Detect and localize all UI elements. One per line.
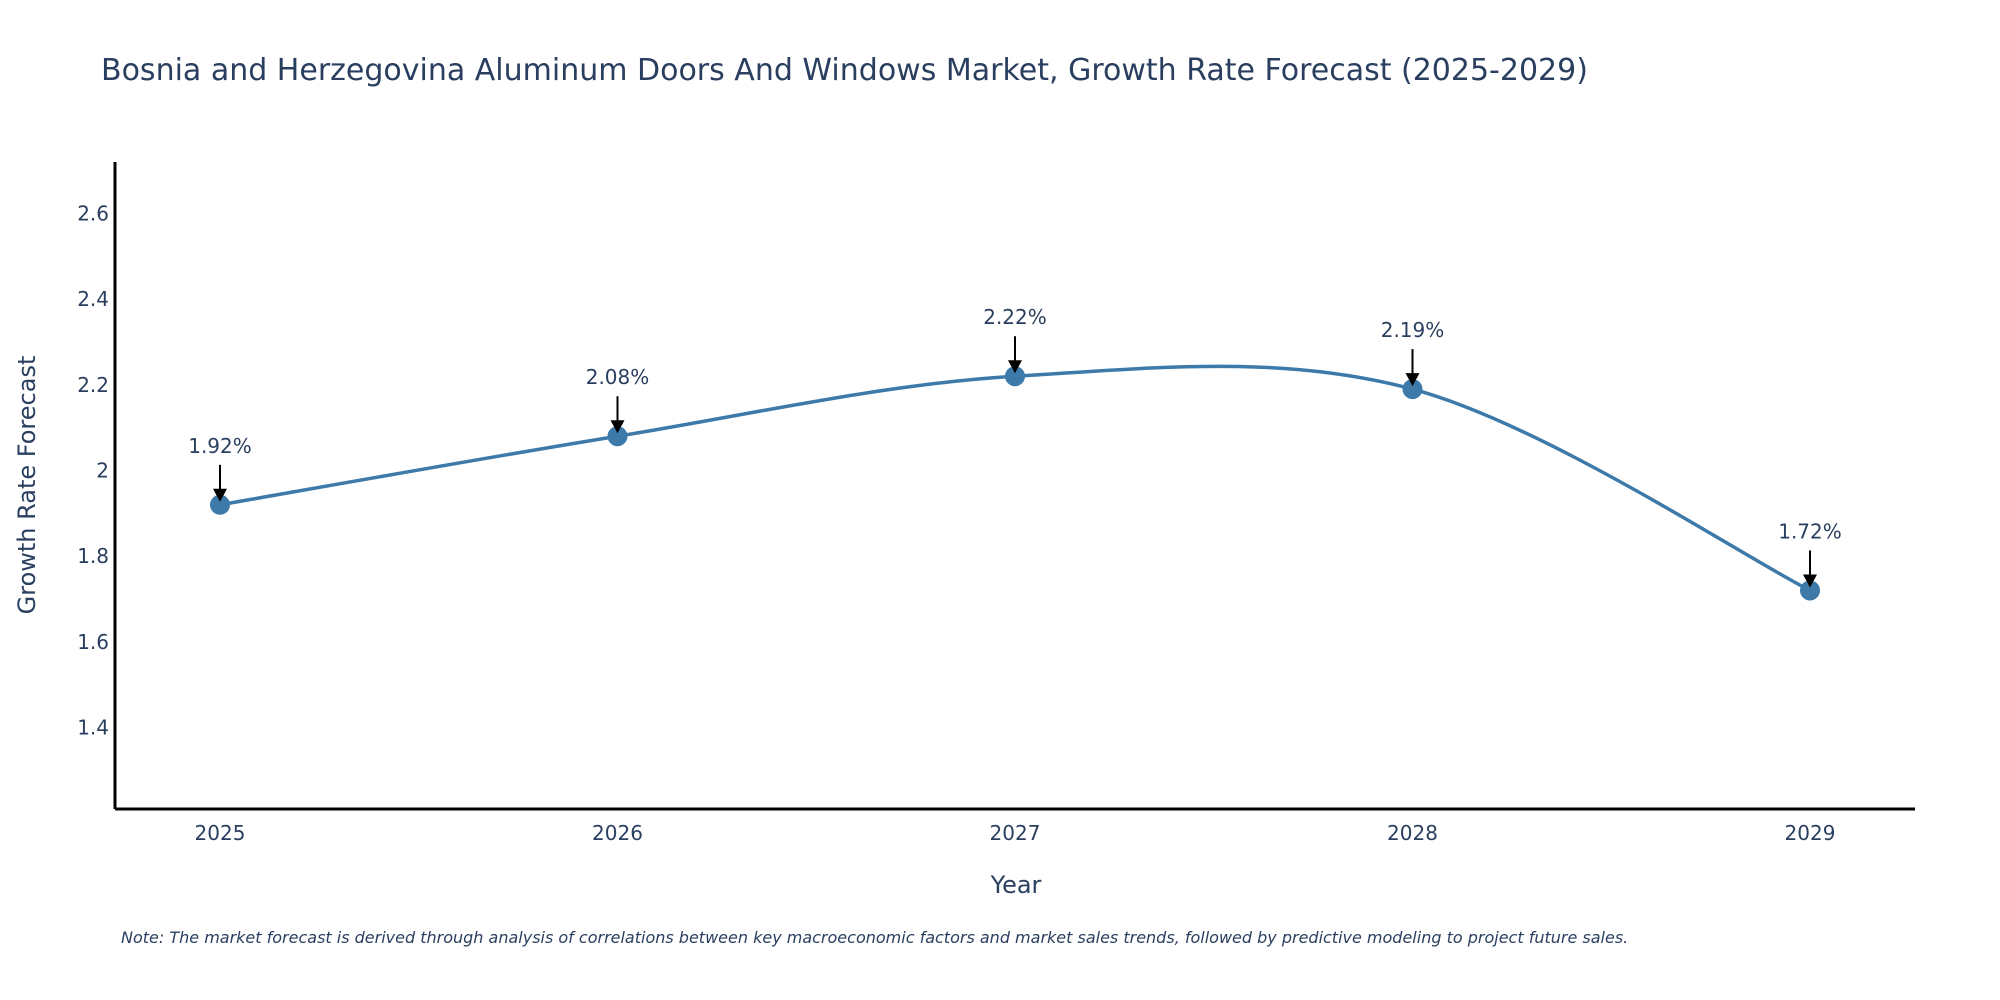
x-tick-label: 2029 — [1785, 821, 1836, 845]
y-axis-ticks: 1.4 1.6 1.8 2 2.2 2.4 2.6 — [77, 201, 109, 739]
series-line — [219, 364, 1811, 593]
data-label-2025: 1.92% — [188, 434, 252, 458]
y-tick-label: 2.6 — [77, 201, 109, 225]
data-label-2026: 2.08% — [586, 365, 650, 389]
data-label-2027: 2.22% — [983, 305, 1047, 329]
x-axis-title: Year — [990, 871, 1042, 899]
data-point-2025 — [210, 494, 230, 515]
data-point-2026 — [607, 426, 628, 447]
data-label-2028: 2.19% — [1381, 318, 1445, 342]
y-tick-label: 2.2 — [77, 373, 109, 397]
x-tick-label: 2025 — [195, 821, 246, 845]
y-tick-label: 1.4 — [77, 716, 109, 740]
chart-title: Bosnia and Herzegovina Aluminum Doors An… — [101, 53, 1588, 88]
y-tick-label: 1.8 — [77, 544, 109, 568]
data-markers — [210, 366, 1820, 601]
y-tick-label: 2.4 — [77, 287, 109, 311]
footnote: Note: The market forecast is derived thr… — [121, 928, 1628, 947]
data-point-2028 — [1402, 379, 1423, 400]
y-tick-label: 2 — [96, 459, 109, 483]
annotation-arrow-head — [1803, 574, 1817, 588]
annotation-arrow-head — [1405, 373, 1420, 387]
data-point-2029 — [1800, 580, 1820, 601]
y-axis-title: Growth Rate Forecast — [13, 356, 41, 615]
annotation-arrow-head — [610, 420, 625, 434]
y-tick-label: 1.6 — [77, 630, 109, 654]
annotation-arrow-head — [213, 488, 227, 502]
annotation-arrow-head — [1008, 360, 1022, 374]
data-point-2027 — [1005, 366, 1025, 387]
x-tick-label: 2027 — [990, 821, 1041, 845]
x-tick-label: 2028 — [1387, 821, 1438, 845]
data-labels: 1.92% 2.08% 2.22% 2.19% 1.72% — [188, 305, 1842, 588]
x-tick-label: 2026 — [592, 821, 643, 845]
data-label-2029: 1.72% — [1778, 519, 1842, 543]
x-axis-ticks: 2025 2026 2027 2028 2029 — [195, 821, 1836, 845]
